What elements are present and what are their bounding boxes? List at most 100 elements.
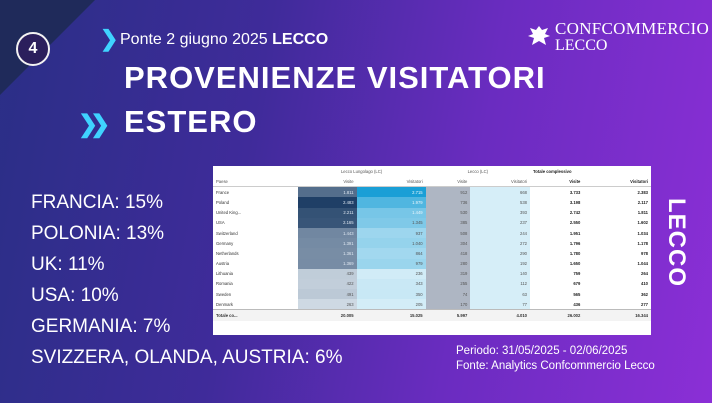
value-cell: 236 xyxy=(356,268,426,279)
value-cell: 439 xyxy=(297,268,357,279)
stat-item: UK: 11% xyxy=(31,254,105,275)
logo-line1: CONFCOMMERCIO xyxy=(555,19,710,38)
value-cell: 112 xyxy=(470,278,531,290)
value-cell: 2.117 xyxy=(637,199,648,205)
value-cell: 418 xyxy=(425,248,471,259)
group-header: Lecco (LC) xyxy=(467,168,489,174)
column-header: Visite xyxy=(425,176,471,188)
column-header: Visitatori xyxy=(470,176,531,188)
logo-line2: LECCO xyxy=(555,37,608,54)
value-cell: 912 xyxy=(425,186,471,198)
value-cell: 2.550 xyxy=(569,220,581,226)
value-cell: 2.742 xyxy=(569,210,581,216)
total-value-cell: 15.025 xyxy=(356,309,426,321)
country-cell: Lithuania xyxy=(216,271,233,277)
country-cell: USA xyxy=(216,220,225,226)
value-cell: 205 xyxy=(356,299,426,310)
value-cell: 979 xyxy=(356,258,426,269)
value-cell: 255 xyxy=(425,278,471,290)
table-row: Austria 1.369 979 280 192 1.650 1.044 xyxy=(213,258,651,269)
value-cell: 668 xyxy=(470,186,531,198)
subtitle-date: Ponte 2 giugno 2025 xyxy=(120,31,268,48)
value-cell: 277 xyxy=(641,301,648,307)
footer-period: Periodo: 31/05/2025 - 02/06/2025 xyxy=(456,345,628,357)
stat-item: POLONIA: 13% xyxy=(31,223,165,244)
value-cell: 170 xyxy=(425,299,471,310)
total-value-cell: 5.997 xyxy=(425,309,471,321)
double-chevron-right-icon: ❯❯ xyxy=(78,111,110,138)
value-cell: 1.040 xyxy=(356,238,426,249)
value-cell: 937 xyxy=(356,227,426,239)
country-cell: Poland xyxy=(216,199,230,205)
value-cell: 1.811 xyxy=(297,186,357,198)
table-row: Sweden 491 350 74 63 565 362 xyxy=(213,289,651,300)
country-cell: France xyxy=(216,189,230,195)
subtitle-city: LECCO xyxy=(272,31,329,48)
stats-list: FRANCIA: 15% POLONIA: 13% UK: 11% USA: 1… xyxy=(31,192,342,378)
value-cell: 393 xyxy=(470,207,531,218)
table-row: France 1.811 2.715 912 668 3.733 2.383 xyxy=(213,186,651,198)
value-cell: 350 xyxy=(356,289,426,300)
value-cell: 2.383 xyxy=(637,189,648,195)
eagle-icon xyxy=(528,26,550,45)
value-cell: 1.361 xyxy=(297,248,357,259)
group-header: Totale complessivo xyxy=(533,168,572,174)
column-header: Visite xyxy=(297,176,357,188)
country-cell: Sweden xyxy=(216,291,232,297)
country-cell: Denmark xyxy=(216,301,233,307)
country-cell: Switzerland xyxy=(216,230,238,236)
value-cell: 1.979 xyxy=(356,197,426,208)
visitors-table: Lecco Lungolago (LC) Lecco (LC) Totale c… xyxy=(213,166,651,321)
value-cell: 74 xyxy=(425,289,471,300)
total-value-cell: 20.005 xyxy=(297,309,357,321)
value-cell: 2.483 xyxy=(297,197,357,208)
total-value-cell: 4.010 xyxy=(470,309,531,321)
value-cell: 3.198 xyxy=(569,199,581,205)
value-cell: 1.780 xyxy=(569,250,581,256)
group-header: Lecco Lungolago (LC) xyxy=(340,168,383,174)
confcommercio-logo: CONFCOMMERCIO LECCO xyxy=(527,20,709,54)
value-cell: 264 xyxy=(641,271,648,277)
table-row: Denmark 263 205 170 77 436 277 xyxy=(213,299,651,310)
value-cell: 2.165 xyxy=(297,217,357,228)
slide-number: 4 xyxy=(28,40,38,57)
country-cell: United King... xyxy=(216,210,242,216)
value-cell: 192 xyxy=(470,258,531,269)
value-cell: 263 xyxy=(297,299,357,310)
value-cell: 385 xyxy=(425,217,471,228)
side-label: LECCO xyxy=(663,198,690,287)
value-cell: 978 xyxy=(641,250,648,256)
table-total-row: Totale co... 20.005 15.025 5.997 4.010 26.002… xyxy=(213,309,651,321)
value-cell: 436 xyxy=(573,301,581,307)
table-row: USA 2.165 1.345 385 237 2.550 1.602 xyxy=(213,217,651,228)
value-cell: 3.733 xyxy=(569,189,581,195)
value-cell: 491 xyxy=(297,289,357,300)
value-cell: 1.443 xyxy=(297,227,357,239)
table-row: Netherlands 1.361 864 418 290 1.780 978 xyxy=(213,248,651,259)
page-title-line2: ESTERO xyxy=(124,104,258,139)
value-cell: 530 xyxy=(425,207,471,218)
stat-item: SVIZZERA, OLANDA, AUSTRIA: 6% xyxy=(31,347,343,368)
value-cell: 1.449 xyxy=(356,207,426,218)
column-header: Visitatori xyxy=(583,176,651,188)
value-cell: 343 xyxy=(356,278,426,290)
value-cell: 272 xyxy=(470,238,531,249)
footer: Periodo: 31/05/2025 - 02/06/2025 Fonte: … xyxy=(456,344,655,374)
value-cell: 319 xyxy=(425,268,471,279)
table-row: Lithuania 439 236 319 140 759 264 xyxy=(213,268,651,279)
stat-item: GERMANIA: 7% xyxy=(31,316,171,337)
value-cell: 290 xyxy=(470,248,531,259)
table-row: Romania 422 343 255 112 679 410 xyxy=(213,278,651,290)
value-cell: 759 xyxy=(573,271,581,277)
value-cell: 864 xyxy=(356,248,426,259)
value-cell: 1.178 xyxy=(637,240,648,246)
table-row: United King... 2.211 1.449 530 393 2.742 1.811 xyxy=(213,207,651,218)
slide-number-badge: 4 xyxy=(16,32,50,66)
total-label-cell: Totale co... xyxy=(213,309,298,321)
value-cell: 304 xyxy=(425,238,471,249)
country-cell: Netherlands xyxy=(216,250,239,256)
value-cell: 63 xyxy=(470,289,531,300)
value-cell: 508 xyxy=(425,227,471,239)
country-cell: Germany xyxy=(216,240,234,246)
